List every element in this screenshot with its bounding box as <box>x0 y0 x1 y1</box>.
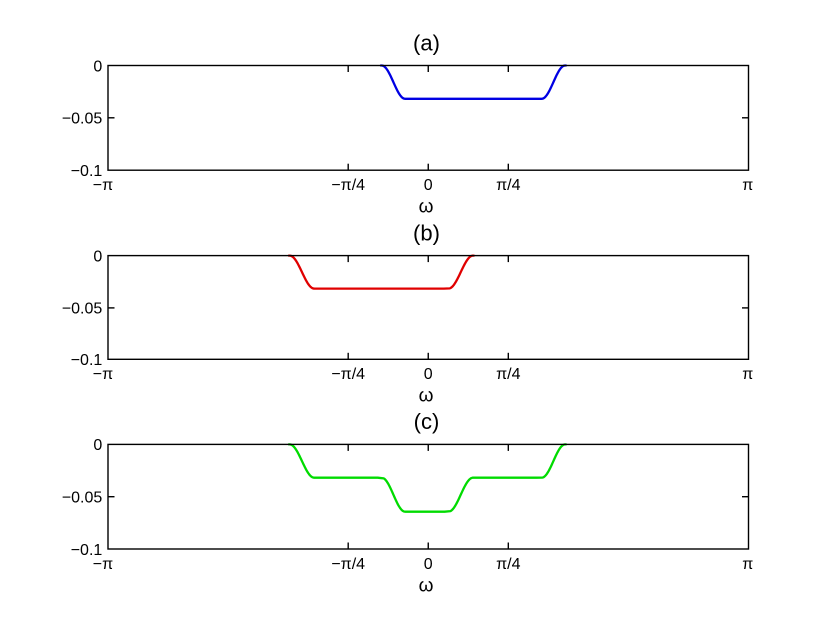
svg-text:−π: −π <box>93 366 113 383</box>
svg-text:ω: ω <box>419 575 434 596</box>
svg-text:−0.1: −0.1 <box>71 542 103 559</box>
svg-text:−0.05: −0.05 <box>62 111 103 128</box>
svg-text:−0.1: −0.1 <box>71 352 103 369</box>
svg-text:−π: −π <box>93 177 113 194</box>
svg-text:−π/4: −π/4 <box>331 366 365 383</box>
svg-text:0: 0 <box>93 437 102 454</box>
svg-text:ω: ω <box>419 386 434 407</box>
svg-text:ω: ω <box>419 197 434 218</box>
svg-text:π/4: π/4 <box>496 177 520 194</box>
svg-text:0: 0 <box>93 248 102 265</box>
svg-text:0: 0 <box>424 177 433 194</box>
svg-text:0: 0 <box>424 556 433 573</box>
svg-text:π/4: π/4 <box>496 366 520 383</box>
svg-text:(c): (c) <box>414 409 440 434</box>
svg-text:0: 0 <box>424 366 433 383</box>
svg-text:π/4: π/4 <box>496 556 520 573</box>
svg-text:π: π <box>742 366 753 383</box>
svg-text:(b): (b) <box>413 220 440 245</box>
svg-text:−π/4: −π/4 <box>331 177 365 194</box>
svg-text:−π: −π <box>93 556 113 573</box>
svg-text:−0.05: −0.05 <box>62 301 103 318</box>
svg-text:π: π <box>742 556 753 573</box>
svg-text:−0.1: −0.1 <box>71 163 103 180</box>
svg-text:−π/4: −π/4 <box>331 556 365 573</box>
svg-text:π: π <box>742 177 753 194</box>
svg-text:0: 0 <box>93 58 102 75</box>
svg-text:(a): (a) <box>413 30 440 55</box>
svg-text:−0.05: −0.05 <box>62 490 103 507</box>
